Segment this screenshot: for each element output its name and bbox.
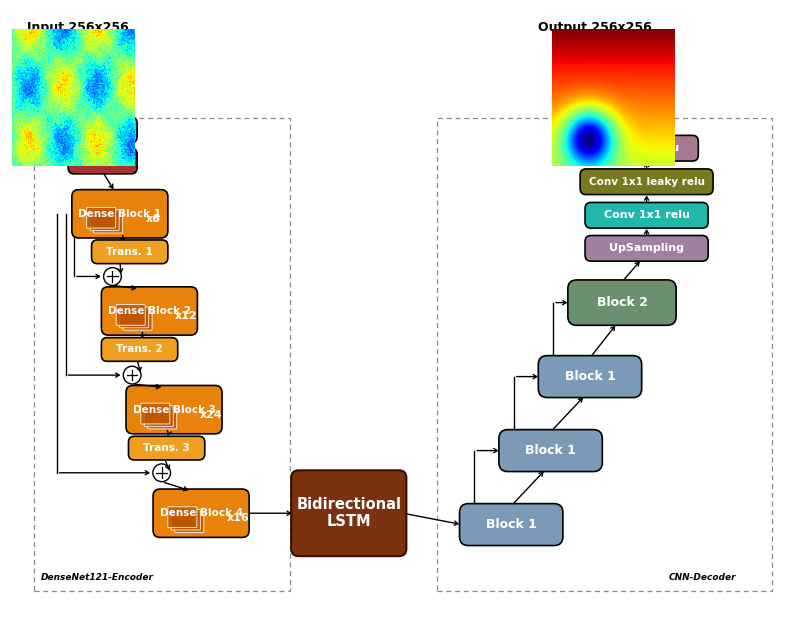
FancyBboxPatch shape xyxy=(68,148,137,174)
Text: Conv 7x7: Conv 7x7 xyxy=(74,125,131,135)
Text: Block 1: Block 1 xyxy=(486,518,537,531)
Text: Pool 3x3: Pool 3x3 xyxy=(76,156,129,166)
Text: Conv 1x1 relu: Conv 1x1 relu xyxy=(603,210,689,220)
FancyBboxPatch shape xyxy=(538,356,642,397)
Text: Conv 1x1 leaky relu: Conv 1x1 leaky relu xyxy=(588,177,704,187)
Text: Bidirectional
LSTM: Bidirectional LSTM xyxy=(296,497,401,529)
Text: Dense Block 1: Dense Block 1 xyxy=(78,209,162,219)
FancyBboxPatch shape xyxy=(92,240,168,264)
FancyBboxPatch shape xyxy=(68,117,137,143)
FancyBboxPatch shape xyxy=(459,503,563,546)
FancyBboxPatch shape xyxy=(101,287,197,335)
FancyBboxPatch shape xyxy=(101,338,178,361)
Text: Block 2: Block 2 xyxy=(596,296,647,309)
FancyBboxPatch shape xyxy=(148,408,177,429)
FancyBboxPatch shape xyxy=(141,403,170,424)
FancyBboxPatch shape xyxy=(595,135,698,161)
Text: DenseNet121-Encoder: DenseNet121-Encoder xyxy=(41,574,154,582)
FancyBboxPatch shape xyxy=(144,405,174,427)
FancyBboxPatch shape xyxy=(123,309,152,330)
FancyBboxPatch shape xyxy=(116,304,145,326)
Text: CNN-Decoder: CNN-Decoder xyxy=(669,574,736,582)
FancyBboxPatch shape xyxy=(171,509,201,530)
Text: Trans. 3: Trans. 3 xyxy=(143,443,190,453)
Text: Input 256x256: Input 256x256 xyxy=(27,21,129,34)
FancyBboxPatch shape xyxy=(580,169,713,195)
Text: x12: x12 xyxy=(175,311,197,321)
Text: Block 1: Block 1 xyxy=(525,444,576,457)
FancyBboxPatch shape xyxy=(499,430,603,472)
Text: Leaky relu: Leaky relu xyxy=(614,143,679,153)
Text: Dense Block 3: Dense Block 3 xyxy=(132,405,216,415)
FancyBboxPatch shape xyxy=(153,489,249,538)
FancyBboxPatch shape xyxy=(291,471,407,556)
Text: Block 1: Block 1 xyxy=(564,370,615,383)
Text: Dense Block 4: Dense Block 4 xyxy=(159,508,243,518)
Text: x16: x16 xyxy=(227,513,249,523)
Text: Trans. 2: Trans. 2 xyxy=(116,345,163,355)
Text: Trans. 1: Trans. 1 xyxy=(107,247,153,257)
Text: UpSampling: UpSampling xyxy=(609,243,684,254)
FancyBboxPatch shape xyxy=(126,386,222,434)
Text: Output 256x256: Output 256x256 xyxy=(538,21,652,34)
FancyBboxPatch shape xyxy=(585,236,708,261)
FancyBboxPatch shape xyxy=(119,307,149,328)
FancyBboxPatch shape xyxy=(168,507,197,528)
FancyBboxPatch shape xyxy=(568,280,676,326)
FancyBboxPatch shape xyxy=(175,512,204,533)
FancyBboxPatch shape xyxy=(93,212,123,233)
Text: x6: x6 xyxy=(146,214,161,224)
Text: x24: x24 xyxy=(200,410,222,420)
FancyBboxPatch shape xyxy=(585,203,708,228)
Text: Dense Block 2: Dense Block 2 xyxy=(108,306,191,316)
FancyBboxPatch shape xyxy=(128,436,205,460)
FancyBboxPatch shape xyxy=(72,190,168,238)
FancyBboxPatch shape xyxy=(90,210,119,231)
FancyBboxPatch shape xyxy=(87,208,115,228)
